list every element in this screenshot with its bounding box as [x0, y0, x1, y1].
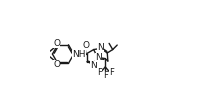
- Text: N: N: [90, 61, 97, 70]
- Text: O: O: [83, 41, 90, 50]
- Text: F: F: [109, 68, 114, 77]
- Text: F: F: [103, 71, 108, 80]
- Text: NH: NH: [72, 50, 86, 59]
- Text: O: O: [53, 39, 60, 48]
- Text: N: N: [97, 43, 104, 52]
- Text: N: N: [95, 53, 102, 62]
- Text: O: O: [53, 60, 60, 69]
- Text: F: F: [97, 68, 102, 77]
